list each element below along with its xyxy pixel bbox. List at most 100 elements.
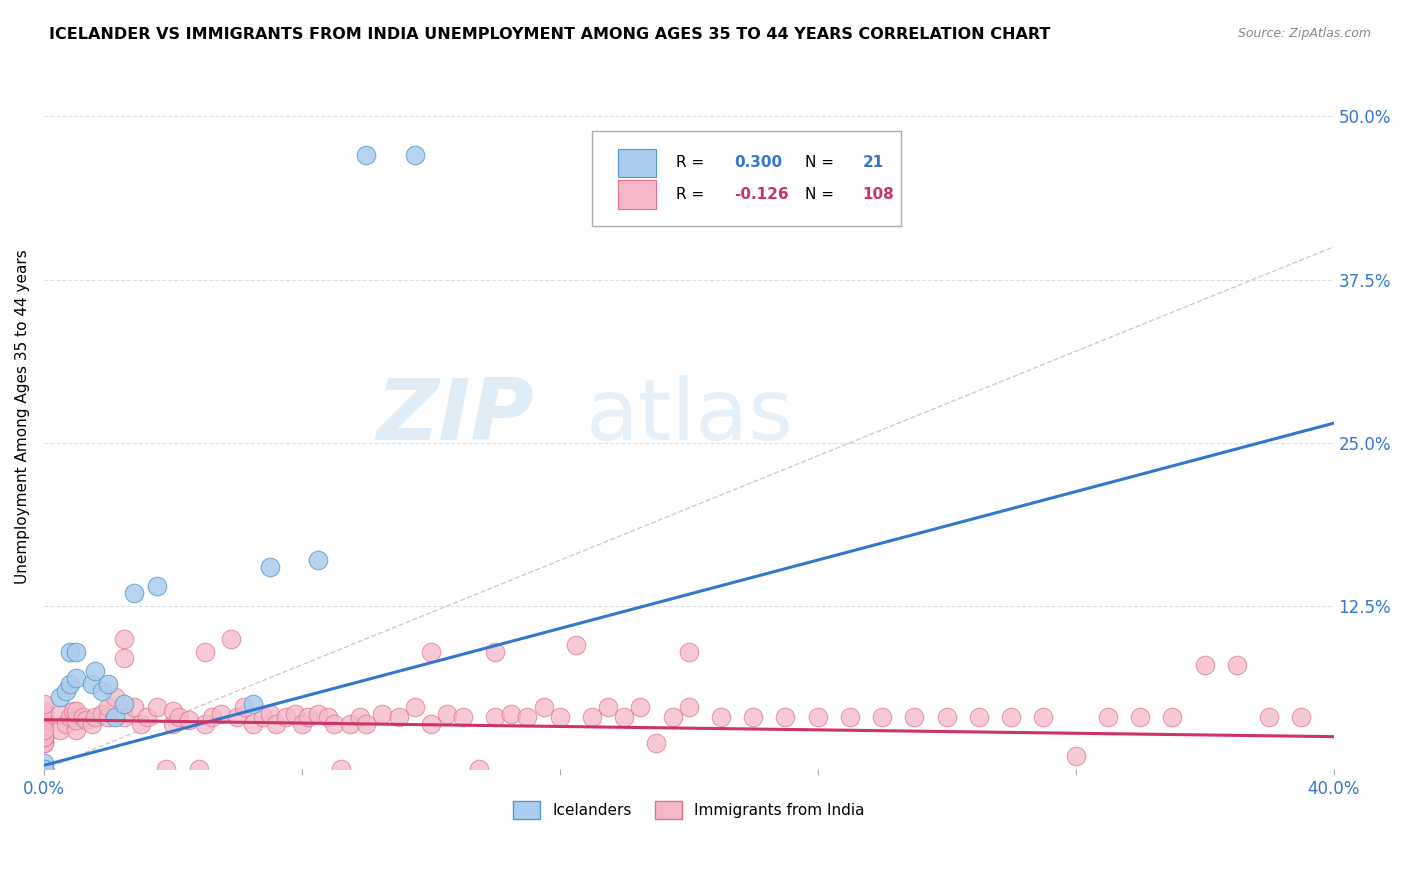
Point bbox=[114, 697, 136, 711]
Text: 0.300: 0.300 bbox=[734, 155, 782, 170]
Point bbox=[356, 716, 378, 731]
Point bbox=[645, 736, 668, 750]
Point bbox=[451, 710, 474, 724]
Point bbox=[32, 730, 55, 744]
Point bbox=[114, 651, 136, 665]
FancyBboxPatch shape bbox=[592, 131, 901, 227]
Text: N =: N = bbox=[804, 155, 838, 170]
Point bbox=[32, 723, 55, 738]
Point bbox=[59, 710, 82, 724]
Point bbox=[678, 699, 700, 714]
Point bbox=[32, 707, 55, 722]
Point bbox=[32, 762, 55, 776]
Point bbox=[194, 645, 217, 659]
Text: atlas: atlas bbox=[585, 376, 793, 458]
Point bbox=[1000, 710, 1022, 724]
Point bbox=[419, 645, 441, 659]
Point bbox=[32, 736, 55, 750]
Point bbox=[226, 710, 249, 724]
Point bbox=[104, 710, 127, 724]
Point bbox=[32, 710, 55, 724]
Point bbox=[194, 716, 217, 731]
Point bbox=[49, 723, 72, 738]
Point bbox=[468, 762, 491, 776]
Point bbox=[661, 710, 683, 724]
Point bbox=[62, 704, 84, 718]
Point bbox=[598, 699, 620, 714]
Point bbox=[807, 710, 830, 724]
Point bbox=[32, 762, 55, 776]
Point bbox=[32, 716, 55, 731]
Point bbox=[72, 710, 94, 724]
Point bbox=[264, 716, 287, 731]
Point bbox=[1129, 710, 1152, 724]
Point bbox=[82, 677, 104, 691]
Point bbox=[32, 762, 55, 776]
Point bbox=[1064, 749, 1087, 764]
Point bbox=[1258, 710, 1281, 724]
Point bbox=[356, 148, 378, 162]
Point bbox=[162, 716, 184, 731]
Point bbox=[349, 710, 371, 724]
Point bbox=[742, 710, 765, 724]
Point bbox=[84, 710, 107, 724]
Point bbox=[404, 148, 426, 162]
Point bbox=[838, 710, 860, 724]
Point bbox=[136, 710, 159, 724]
Text: -0.126: -0.126 bbox=[734, 187, 789, 202]
Point bbox=[129, 716, 152, 731]
Text: N =: N = bbox=[804, 187, 838, 202]
Point bbox=[114, 710, 136, 724]
Point bbox=[1097, 710, 1119, 724]
Text: R =: R = bbox=[676, 187, 709, 202]
Point bbox=[32, 730, 55, 744]
Point bbox=[90, 684, 112, 698]
Point bbox=[55, 716, 77, 731]
Point bbox=[436, 707, 458, 722]
Point bbox=[122, 586, 145, 600]
Text: R =: R = bbox=[676, 155, 709, 170]
Text: ZIP: ZIP bbox=[377, 376, 534, 458]
Point bbox=[1161, 710, 1184, 724]
Point bbox=[501, 707, 523, 722]
Point bbox=[533, 699, 555, 714]
Point bbox=[65, 645, 87, 659]
Point bbox=[32, 762, 55, 776]
Point bbox=[1226, 657, 1249, 672]
Point bbox=[200, 710, 222, 724]
Point bbox=[59, 645, 82, 659]
Legend: Icelanders, Immigrants from India: Icelanders, Immigrants from India bbox=[506, 796, 870, 825]
Point bbox=[32, 762, 55, 776]
Point bbox=[307, 707, 329, 722]
Point bbox=[870, 710, 893, 724]
Point bbox=[548, 710, 571, 724]
Point bbox=[32, 730, 55, 744]
Point bbox=[49, 707, 72, 722]
Point bbox=[32, 736, 55, 750]
Point bbox=[65, 671, 87, 685]
Point bbox=[122, 699, 145, 714]
Point bbox=[65, 723, 87, 738]
Point bbox=[84, 665, 107, 679]
Point bbox=[387, 710, 409, 724]
Text: ICELANDER VS IMMIGRANTS FROM INDIA UNEMPLOYMENT AMONG AGES 35 TO 44 YEARS CORREL: ICELANDER VS IMMIGRANTS FROM INDIA UNEMP… bbox=[49, 27, 1050, 42]
Point bbox=[169, 710, 191, 724]
Point bbox=[145, 699, 167, 714]
Point bbox=[613, 710, 636, 724]
Point bbox=[55, 684, 77, 698]
Point bbox=[419, 716, 441, 731]
Point bbox=[90, 707, 112, 722]
Point bbox=[187, 762, 209, 776]
Point bbox=[339, 716, 361, 731]
Point bbox=[219, 632, 242, 646]
Point bbox=[97, 710, 120, 724]
Point bbox=[484, 645, 506, 659]
Point bbox=[967, 710, 990, 724]
Point bbox=[209, 707, 232, 722]
Point bbox=[259, 707, 281, 722]
Point bbox=[323, 716, 346, 731]
Point bbox=[678, 645, 700, 659]
FancyBboxPatch shape bbox=[617, 180, 657, 209]
Text: 21: 21 bbox=[863, 155, 884, 170]
Point bbox=[316, 710, 339, 724]
